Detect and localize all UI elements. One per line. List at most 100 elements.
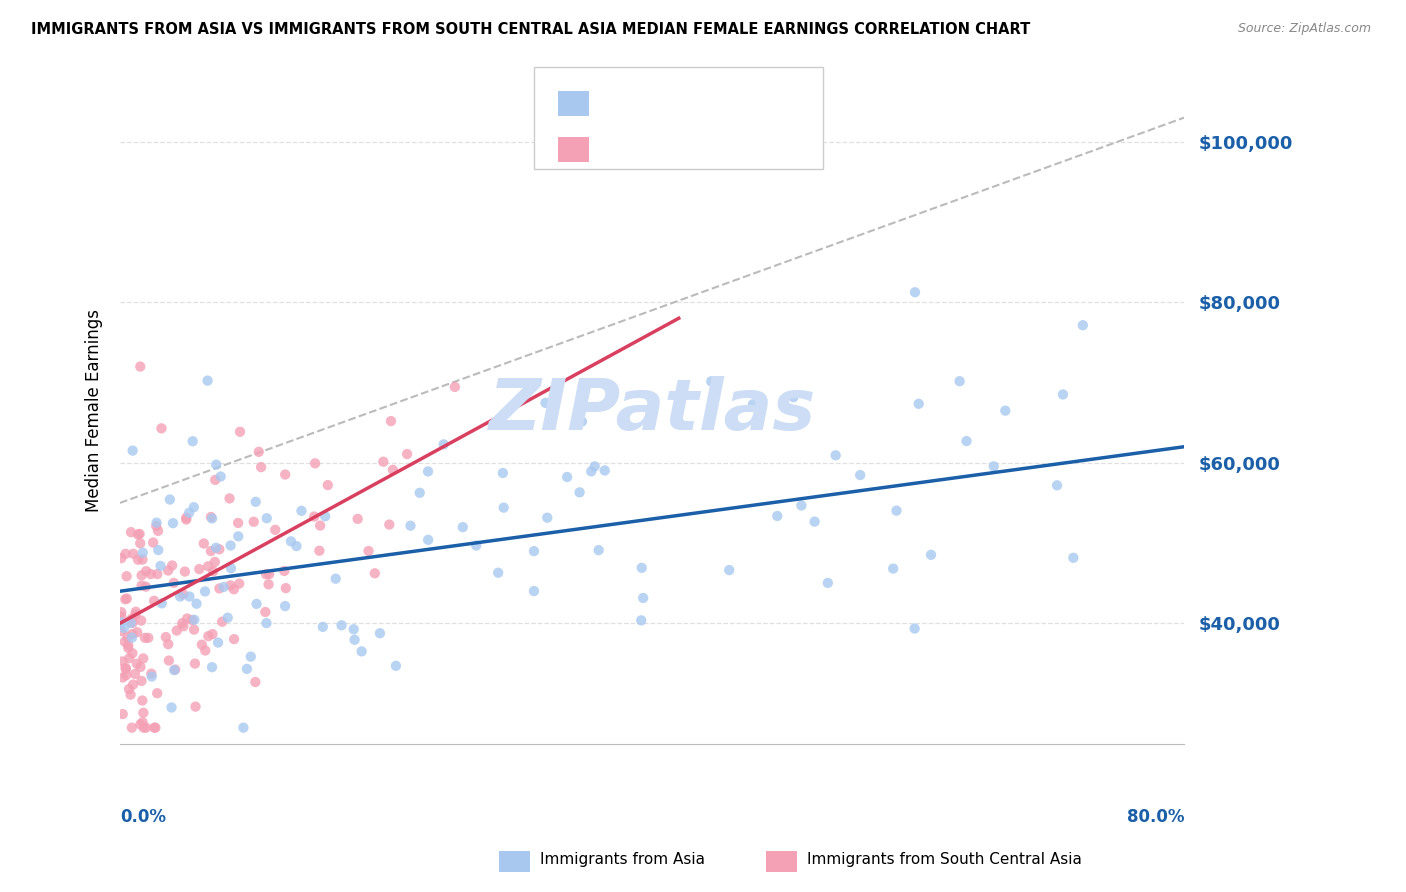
Point: [718, 563, 741, 577]
Point: [229, 425, 252, 439]
Point: [131, 693, 153, 707]
Point: [115, 591, 138, 606]
Point: [1071, 318, 1094, 333]
Point: [194, 643, 217, 657]
Point: [949, 374, 972, 388]
Point: [121, 646, 143, 660]
Point: [132, 721, 155, 735]
Point: [132, 651, 155, 665]
Point: [163, 575, 186, 590]
Point: [160, 700, 183, 714]
Point: [146, 686, 169, 700]
Point: [120, 615, 142, 630]
Point: [121, 721, 143, 735]
Point: [165, 663, 187, 677]
Point: [129, 660, 152, 674]
Point: [204, 473, 226, 487]
Point: [631, 591, 654, 605]
Point: [118, 651, 141, 665]
Point: [112, 621, 135, 635]
Point: [201, 511, 224, 525]
Point: [183, 623, 205, 637]
Point: [125, 657, 148, 671]
Point: [110, 615, 132, 630]
Point: [150, 421, 173, 435]
Point: [226, 529, 249, 543]
Point: [373, 455, 395, 469]
Point: [343, 622, 366, 636]
Point: [114, 634, 136, 648]
Point: [194, 584, 217, 599]
Point: [309, 518, 332, 533]
Point: [357, 544, 380, 558]
Point: [121, 627, 143, 641]
Point: [131, 715, 153, 730]
Point: [134, 631, 156, 645]
Point: [148, 543, 170, 558]
Point: [630, 614, 652, 628]
Point: [983, 459, 1005, 474]
Point: [242, 515, 264, 529]
Point: [122, 547, 145, 561]
Point: [172, 587, 194, 601]
Point: [120, 525, 142, 540]
Point: [994, 403, 1017, 417]
Point: [817, 575, 839, 590]
Point: [536, 510, 558, 524]
Point: [208, 542, 231, 557]
Point: [211, 615, 233, 629]
Point: [302, 509, 325, 524]
Point: [124, 607, 146, 622]
Point: [115, 569, 138, 583]
Point: [122, 677, 145, 691]
Point: [200, 544, 222, 558]
Point: [593, 463, 616, 477]
Point: [117, 640, 139, 655]
Point: [571, 415, 593, 429]
Point: [114, 661, 136, 675]
Point: [274, 467, 297, 482]
Text: IMMIGRANTS FROM ASIA VS IMMIGRANTS FROM SOUTH CENTRAL ASIA MEDIAN FEMALE EARNING: IMMIGRANTS FROM ASIA VS IMMIGRANTS FROM …: [31, 22, 1031, 37]
Point: [380, 414, 402, 428]
Point: [139, 567, 162, 582]
Point: [162, 516, 184, 531]
Point: [129, 614, 152, 628]
Point: [314, 509, 336, 524]
Point: [239, 649, 262, 664]
Point: [205, 458, 228, 472]
Text: 80.0%: 80.0%: [1126, 808, 1184, 826]
Point: [385, 658, 408, 673]
Point: [188, 562, 211, 576]
Point: [330, 618, 353, 632]
Point: [207, 635, 229, 649]
Text: R = 0.306   N = 103: R = 0.306 N = 103: [600, 95, 797, 112]
Point: [146, 524, 169, 538]
Point: [588, 543, 610, 558]
Point: [114, 592, 136, 607]
Point: [209, 469, 232, 483]
Point: [183, 500, 205, 515]
Point: [184, 657, 207, 671]
Point: [904, 622, 927, 636]
Point: [955, 434, 977, 448]
Point: [143, 594, 166, 608]
Point: [492, 500, 515, 515]
Point: [174, 565, 197, 579]
Point: [824, 448, 846, 462]
Point: [115, 668, 138, 682]
Point: [150, 596, 173, 610]
Point: [141, 666, 163, 681]
Point: [219, 578, 242, 592]
Point: [346, 512, 368, 526]
Point: [212, 580, 235, 594]
Point: [136, 631, 159, 645]
Point: [907, 397, 929, 411]
Point: [131, 673, 153, 688]
Text: 0.0%: 0.0%: [120, 808, 166, 826]
Point: [172, 619, 194, 633]
Point: [127, 625, 149, 640]
Point: [492, 466, 515, 480]
Point: [184, 699, 207, 714]
Point: [174, 510, 197, 524]
Point: [886, 503, 908, 517]
